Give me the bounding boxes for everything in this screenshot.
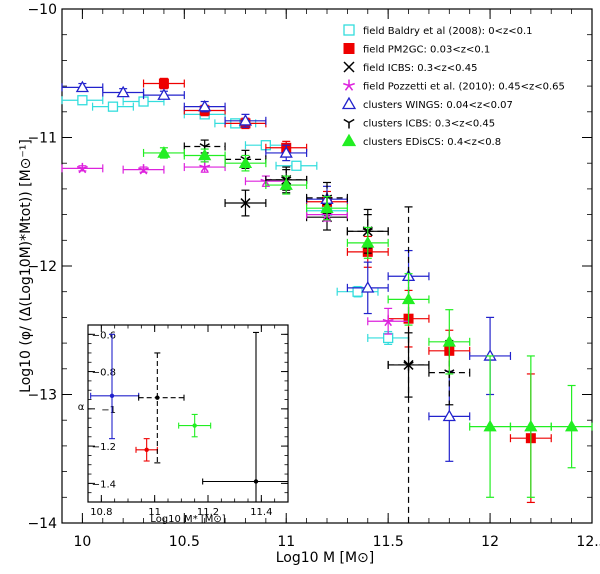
y-tick-label: −10 — [27, 2, 57, 18]
inset-y-axis-label: α — [78, 402, 85, 413]
x-tick-label: 10 — [73, 534, 91, 550]
inset-y-tick-label: −1 — [101, 405, 116, 416]
legend-marker — [341, 133, 357, 147]
data-point — [142, 88, 185, 100]
data-point — [61, 80, 104, 93]
data-point — [275, 160, 318, 171]
legend-item: field Baldry et al (2008): 0<z<0.1 — [343, 24, 533, 37]
data-point — [183, 99, 226, 113]
data-point — [265, 175, 308, 195]
inset-data-point — [138, 352, 185, 464]
inset-axes: 10.8 11 11.2 11.4 −1.4 −1.2 −1 −0.8 −0.6 — [88, 325, 288, 518]
data-point — [102, 85, 145, 98]
data-point — [367, 307, 410, 335]
x-tick-label: 11 — [277, 534, 295, 550]
data-point — [122, 164, 165, 175]
data-point — [387, 206, 430, 523]
legend-item: field Pozzetti et al. (2010): 0.45<z<0.6… — [343, 79, 565, 93]
data-point — [61, 162, 104, 174]
x-tick-label: 12 — [481, 534, 499, 550]
data-point — [183, 161, 226, 173]
data-point — [306, 196, 348, 221]
data-point — [61, 95, 104, 106]
inset-chart: 10.8 11 11.2 11.4 −1.4 −1.2 −1 −0.8 −0.6 Log10 M… — [78, 324, 289, 525]
legend-label: field Pozzetti et al. (2010): 0.45<z<0.6… — [363, 82, 565, 93]
legend-label: field ICBS: 0.3<z<0.45 — [363, 63, 477, 74]
legend-label: field Baldry et al (2008): 0<z<0.1 — [363, 26, 533, 37]
series-star — [61, 161, 410, 335]
data-point — [265, 144, 308, 162]
data-point — [183, 148, 226, 163]
inset-x-axis-label: Log10 M* [M⊙] — [150, 514, 225, 525]
legend-marker — [343, 79, 355, 91]
legend-label: clusters ICBS: 0.3<z<0.45 — [363, 119, 495, 130]
data-point — [346, 226, 389, 259]
data-point — [509, 355, 552, 498]
x-tick-label: 12.5 — [576, 534, 600, 550]
legend-label: clusters EDisCS: 0.4<z<0.8 — [363, 137, 501, 148]
data-point — [224, 113, 267, 128]
y-tick-label: −14 — [27, 516, 57, 532]
inset-y-tick-label: −0.6 — [92, 330, 116, 341]
legend-marker — [343, 61, 355, 73]
y-tick-label: −11 — [27, 131, 57, 147]
legend-marker — [341, 96, 357, 110]
inset-x-tick-label: 11.2 — [197, 507, 219, 518]
y-axis-label: Log10 (φ/ (Δ(Log10M)*Mtot)) [M⊙⁻¹] — [18, 139, 34, 393]
inset-y-tick-label: −1.4 — [92, 479, 116, 490]
inset-frame — [87, 324, 289, 503]
series-filled-triangle — [142, 146, 593, 498]
legend-marker — [343, 24, 355, 36]
legend-label: clusters WINGS: 0.04<z<0.07 — [363, 100, 513, 111]
data-point — [91, 101, 134, 112]
data-point — [122, 96, 165, 107]
legend-item: clusters EDisCS: 0.4<z<0.8 — [341, 133, 501, 148]
main-series — [61, 77, 593, 523]
legend-item: clusters ICBS: 0.3<z<0.45 — [343, 118, 495, 130]
data-point — [142, 77, 185, 90]
inset-x-tick-label: 11 — [148, 507, 161, 518]
x-tick-label: 10.5 — [169, 534, 200, 550]
legend-marker — [343, 43, 355, 54]
legend-item: field ICBS: 0.3<z<0.45 — [343, 61, 477, 74]
inset-data-point — [135, 438, 158, 462]
legend-item: clusters WINGS: 0.04<z<0.07 — [341, 96, 513, 111]
y-tick-label: −13 — [27, 388, 57, 404]
data-point — [224, 154, 267, 172]
data-point — [469, 355, 512, 498]
inset-y-tick-label: −0.8 — [92, 368, 116, 379]
legend-label: field PM2GC: 0.03<z<0.1 — [363, 45, 490, 56]
inset-data-point — [178, 413, 212, 438]
x-tick-label: 11.5 — [373, 534, 404, 550]
legend: field Baldry et al (2008): 0<z<0.1 field … — [341, 24, 565, 148]
data-point — [387, 273, 430, 326]
data-point — [428, 309, 471, 375]
inset-x-tick-label: 10.8 — [90, 507, 112, 518]
x-axis-label: Log10 M [M⊙] — [276, 550, 375, 566]
data-point — [183, 139, 226, 154]
data-point — [346, 261, 389, 315]
inset-x-tick-label: 11.4 — [250, 507, 272, 518]
legend-item: field PM2GC: 0.03<z<0.1 — [343, 43, 490, 56]
y-tick-label: −12 — [27, 259, 57, 275]
inset-data-point — [202, 331, 288, 502]
series-open-square — [61, 95, 410, 345]
main-axes: 10 10.5 11 11.5 12 12.5 −14 −13 −12 −11 −10 — [27, 2, 600, 550]
inset-points — [90, 331, 288, 502]
data-point — [550, 384, 593, 469]
data-point — [224, 189, 267, 217]
data-point — [142, 146, 185, 159]
legend-marker — [343, 118, 355, 129]
inset-y-tick-label: −1.2 — [92, 442, 116, 453]
